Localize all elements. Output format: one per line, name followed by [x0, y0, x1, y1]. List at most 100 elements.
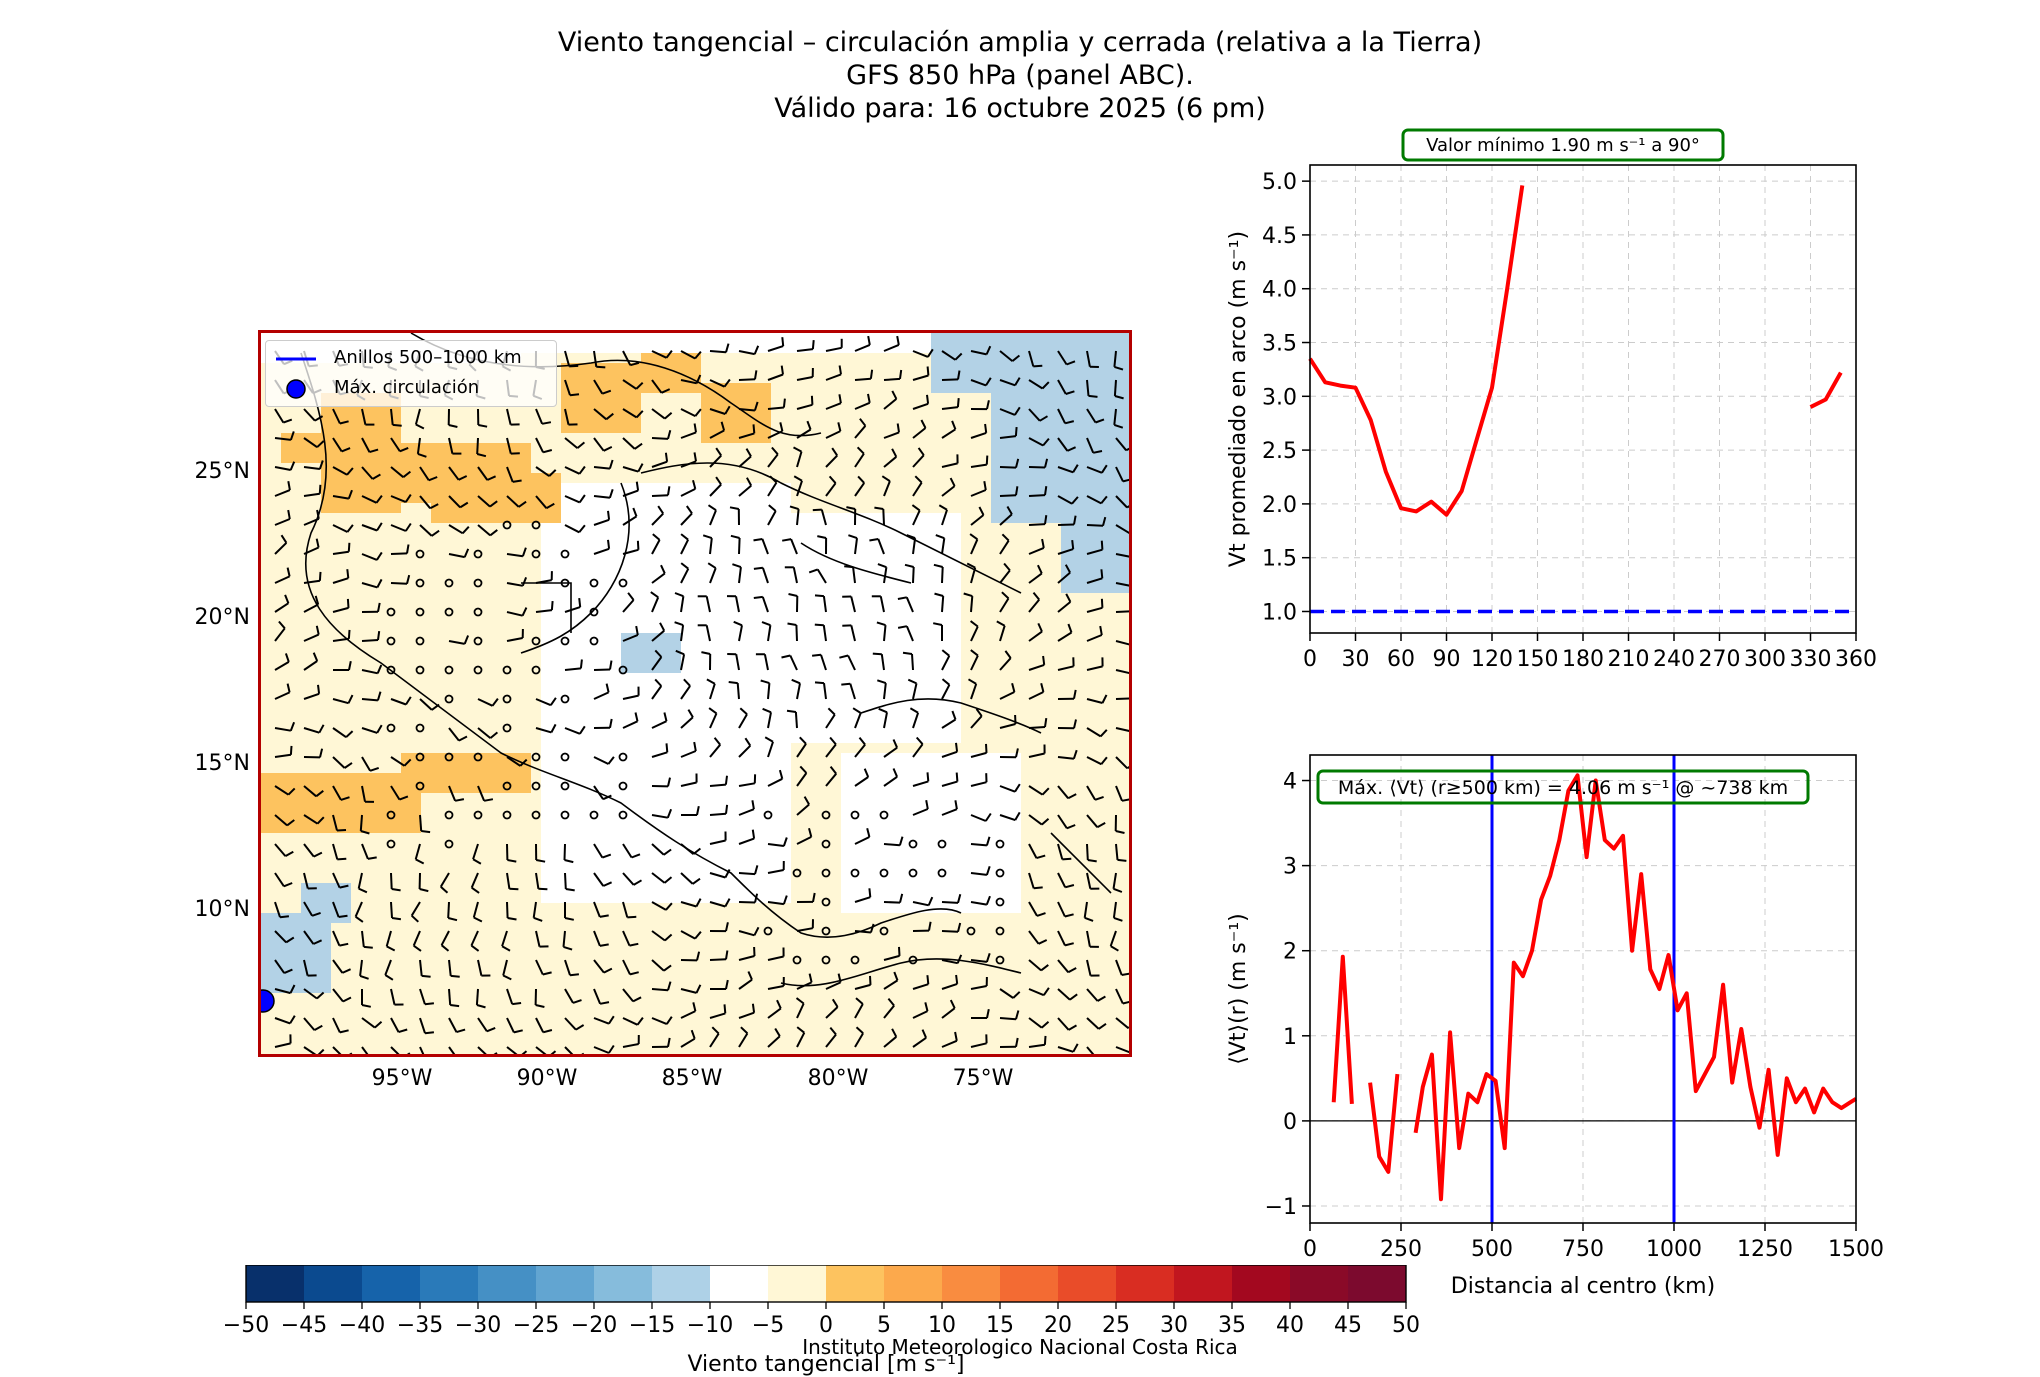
- legend-max-label: Máx. circulación: [334, 377, 479, 398]
- wind-barb-flag: [579, 598, 580, 607]
- wind-barb-flag: [787, 711, 796, 712]
- y-tick-label: 4: [1283, 770, 1297, 795]
- wind-barb-flag: [753, 1004, 754, 1013]
- colorbar-segment: [1174, 1265, 1233, 1302]
- legend-rings-label: Anillos 500–1000 km: [334, 347, 522, 368]
- colorbar-segment: [362, 1265, 421, 1302]
- x-tick-label: 0: [1303, 647, 1317, 672]
- wind-barb-shaft: [971, 844, 987, 845]
- wind-barb-flag: [608, 540, 609, 549]
- wind-barb-shaft: [1058, 525, 1074, 526]
- grid: [1310, 165, 1856, 633]
- wind-barb-flag: [956, 975, 957, 984]
- map-lat-label: 25°N: [170, 459, 250, 484]
- y-tick-label: 3.5: [1262, 332, 1297, 357]
- wind-barb-shaft: [942, 902, 958, 903]
- wind-barb-shaft: [739, 873, 755, 874]
- wind-barb-flag: [726, 344, 729, 353]
- wind-barb-flag: [928, 772, 929, 781]
- wind-barb-flag: [512, 1003, 521, 1004]
- wind-barb-flag: [513, 481, 522, 482]
- wind-barb-flag: [927, 395, 928, 404]
- wind-barb-shaft: [797, 349, 813, 351]
- wind-barb-flag: [637, 482, 638, 491]
- wind-barb-flag: [1045, 486, 1046, 495]
- wind-barb-shaft: [884, 345, 899, 351]
- wind-barb-flag: [897, 336, 899, 345]
- wind-barb-flag: [451, 976, 460, 977]
- y-tick-label: 3.0: [1262, 385, 1297, 410]
- wind-barb-flag: [871, 370, 872, 379]
- wind-barb-flag: [753, 830, 754, 839]
- wind-barb-shaft: [883, 509, 884, 525]
- map-lon-label: 85°W: [652, 1066, 732, 1091]
- map-lat-label: 10°N: [170, 897, 250, 922]
- colorbar-segment: [826, 1265, 885, 1302]
- wind-barb-shaft: [652, 495, 668, 496]
- wind-barb-flag: [873, 654, 882, 655]
- y-tick-label: 0: [1283, 1110, 1297, 1135]
- x-tick-label: 30: [1342, 647, 1370, 672]
- wind-barb-flag: [840, 366, 841, 375]
- x-tick-label: 500: [1471, 1237, 1513, 1262]
- wind-barb-flag: [900, 370, 901, 379]
- wind-barb-flag: [874, 508, 883, 509]
- x-tick-label: 300: [1744, 647, 1786, 672]
- x-tick-label: 750: [1562, 1237, 1604, 1262]
- wind-barb-shaft: [1029, 727, 1045, 728]
- x-tick-label: 270: [1699, 647, 1741, 672]
- y-tick-label: 5.0: [1262, 170, 1297, 195]
- wind-barb-shaft: [391, 873, 392, 889]
- wind-barb-flag: [903, 653, 912, 654]
- wind-barb-flag: [868, 336, 870, 345]
- y-tick-label: 3: [1283, 855, 1297, 880]
- wind-barb-shaft: [884, 902, 900, 903]
- wind-barb-flag: [812, 396, 813, 405]
- wind-barb-shaft: [855, 345, 870, 351]
- wind-barb-flag: [1101, 569, 1102, 578]
- y-tick-label: 2.0: [1262, 493, 1297, 518]
- wind-barb-shaft: [652, 438, 668, 439]
- colorbar-segment: [420, 1265, 479, 1302]
- wind-barb-flag: [1045, 515, 1046, 524]
- wind-barb-flag: [458, 1056, 466, 1057]
- map-lon-label: 75°W: [943, 1066, 1023, 1091]
- map-lon-label: 90°W: [507, 1066, 587, 1091]
- wind-barb-shaft: [507, 902, 508, 918]
- colorbar-segment: [536, 1265, 595, 1302]
- wind-barb-shaft: [884, 379, 900, 380]
- series-line: [1370, 1074, 1397, 1172]
- wind-barb-flag: [596, 367, 605, 368]
- wind-barb-flag: [392, 918, 401, 919]
- wind-barb-shaft: [739, 902, 755, 903]
- wind-barb-shaft: [1029, 524, 1045, 525]
- wind-barb-flag: [1130, 527, 1132, 534]
- y-tick-label: 1.5: [1262, 547, 1297, 572]
- colorbar-segment: [652, 1265, 711, 1302]
- figure-title-line3: Válido para: 16 octubre 2025 (6 pm): [0, 92, 2040, 125]
- wind-barb-shaft: [971, 596, 972, 612]
- wind-barb-flag: [754, 424, 755, 433]
- series-line: [1811, 373, 1841, 408]
- wind-barb-shaft: [1116, 698, 1132, 699]
- wind-barb-flag: [569, 366, 578, 367]
- wind-barb-flag: [726, 805, 727, 814]
- wind-barb-shaft: [768, 683, 769, 699]
- figure-title-line1: Viento tangencial – circulación amplia y…: [0, 26, 2040, 59]
- wind-barb-shaft: [942, 931, 958, 932]
- wind-barb-shaft: [826, 348, 842, 351]
- wind-barb-flag: [1132, 637, 1133, 645]
- wind-barb-flag: [986, 744, 987, 753]
- wind-barb-shaft: [768, 346, 783, 351]
- chart-title: Máx. ⟨Vt⟩ (r≥500 km) = 4.06 m s⁻¹ @ ~738…: [1338, 777, 1788, 799]
- wind-barb-shaft: [420, 815, 421, 831]
- wind-barb-shaft: [477, 438, 478, 454]
- y-tick-label: 1.0: [1262, 600, 1297, 625]
- wind-barb-flag: [337, 830, 346, 831]
- wind-barb-flag: [1045, 718, 1046, 727]
- wind-barb-flag: [392, 889, 401, 890]
- wind-barb-flag: [927, 975, 928, 984]
- wind-barb-flag: [815, 682, 824, 683]
- wind-barb-flag: [815, 625, 824, 626]
